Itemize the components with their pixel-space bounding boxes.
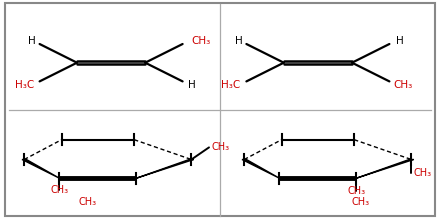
Text: H: H — [28, 36, 36, 46]
Text: CH₃: CH₃ — [352, 197, 370, 207]
Text: CH₃: CH₃ — [50, 185, 69, 195]
Polygon shape — [242, 160, 279, 178]
Text: CH₃: CH₃ — [347, 186, 366, 196]
Text: H: H — [396, 36, 404, 46]
Text: H: H — [235, 36, 243, 46]
Text: H₃C: H₃C — [221, 80, 241, 90]
Text: CH₃: CH₃ — [211, 142, 229, 152]
Text: CH₃: CH₃ — [394, 80, 413, 90]
Text: CH₃: CH₃ — [191, 36, 211, 46]
Text: H: H — [188, 80, 196, 90]
Polygon shape — [356, 160, 414, 178]
Text: CH₃: CH₃ — [414, 168, 432, 178]
Text: H₃C: H₃C — [15, 80, 34, 90]
Polygon shape — [136, 160, 194, 178]
Text: CH₃: CH₃ — [79, 197, 97, 207]
Polygon shape — [22, 160, 59, 178]
